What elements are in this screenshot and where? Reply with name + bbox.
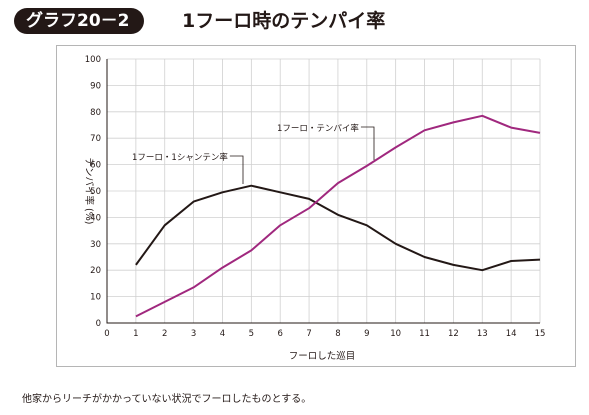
x-tick-label: 1 bbox=[133, 329, 138, 339]
series-labels: 1フーロ・1シャンテン率 1フーロ・テンパイ率 bbox=[132, 123, 375, 184]
y-tick-label: 100 bbox=[85, 55, 101, 65]
y-tick-label: 40 bbox=[90, 213, 101, 223]
x-tick-label: 8 bbox=[335, 329, 340, 339]
x-tick-label: 3 bbox=[191, 329, 196, 339]
y-axis-label: テンパイ率 (%) bbox=[83, 158, 95, 225]
y-tick-label: 90 bbox=[90, 81, 101, 91]
series-lines bbox=[135, 114, 541, 318]
series-label-leader bbox=[229, 155, 244, 184]
axis-lines bbox=[106, 59, 540, 324]
y-tick-label: 80 bbox=[90, 108, 101, 118]
x-tick-label: 14 bbox=[506, 329, 517, 339]
chart-title: 1フーロ時のテンパイ率 bbox=[182, 10, 386, 32]
y-tick-label: 0 bbox=[96, 319, 101, 329]
x-tick-label: 13 bbox=[477, 329, 488, 339]
x-tick-label: 4 bbox=[220, 329, 225, 339]
x-tick-label: 11 bbox=[419, 329, 430, 339]
x-tick-label: 2 bbox=[162, 329, 167, 339]
x-tick-label: 9 bbox=[364, 329, 369, 339]
series-label: 1フーロ・テンパイ率 bbox=[277, 123, 359, 134]
ishanten-rate-line bbox=[135, 184, 541, 272]
plot-frame bbox=[56, 45, 576, 367]
tenpai-rate-line bbox=[135, 114, 541, 318]
y-tick-label: 20 bbox=[90, 266, 101, 276]
x-tick-label: 12 bbox=[448, 329, 459, 339]
figure-number-badge: グラフ20－2 bbox=[14, 8, 144, 34]
x-tick-label: 10 bbox=[390, 329, 401, 339]
x-tick-label: 6 bbox=[277, 329, 282, 339]
x-tick-label: 15 bbox=[535, 329, 546, 339]
x-tick-label: 7 bbox=[306, 329, 311, 339]
x-tick-label: 0 bbox=[104, 329, 109, 339]
y-axis-label-text: テンパイ率 (%) bbox=[83, 158, 95, 225]
x-tick-label: 5 bbox=[249, 329, 254, 339]
y-tick-label: 70 bbox=[90, 134, 101, 144]
y-tick-label: 50 bbox=[90, 187, 101, 197]
grid-lines bbox=[107, 58, 541, 323]
x-axis-label: フーロした巡目 bbox=[289, 351, 356, 362]
footnote: 他家からリーチがかかっていない状況でフーロしたものとする。 bbox=[22, 394, 312, 405]
y-tick-label: 30 bbox=[90, 240, 101, 250]
y-tick-label: 10 bbox=[90, 293, 101, 303]
y-tick-label: 60 bbox=[90, 161, 101, 171]
series-label-leader bbox=[360, 126, 375, 160]
series-label: 1フーロ・1シャンテン率 bbox=[132, 152, 228, 163]
